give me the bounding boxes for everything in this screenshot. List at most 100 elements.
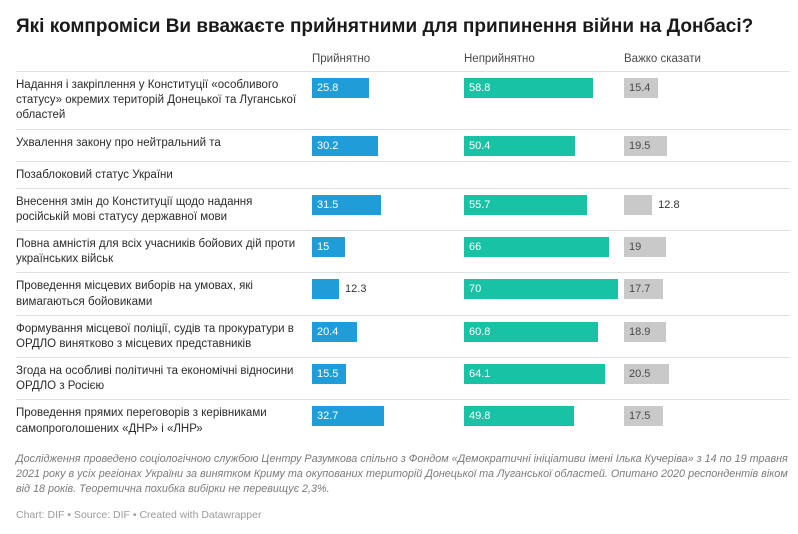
methodology-note: Дослідження проведено соціологічною служ… bbox=[16, 452, 788, 496]
row-label: Проведення місцевих виборів на умовах, я… bbox=[16, 280, 253, 308]
bar-unacceptable bbox=[464, 194, 587, 215]
bar-hard-to-say bbox=[624, 237, 666, 258]
bar-value: 30.2 bbox=[317, 139, 339, 152]
bar-cell-hard-to-say: 12.8 bbox=[624, 194, 790, 215]
bar-unacceptable bbox=[464, 406, 574, 427]
bar-acceptable bbox=[312, 279, 340, 300]
bar-value: 25.8 bbox=[317, 82, 339, 95]
bar-cell-unacceptable: 49.8 bbox=[464, 406, 624, 427]
table-row: Проведення місцевих виборів на умовах, я… bbox=[16, 272, 790, 314]
row-label: Формування місцевої поліції, судів та пр… bbox=[16, 322, 294, 350]
bar-value: 31.5 bbox=[317, 198, 339, 211]
bar-acceptable bbox=[312, 364, 347, 385]
bar-value: 20.4 bbox=[317, 325, 339, 338]
bar-cell-unacceptable: 64.1 bbox=[464, 364, 624, 385]
bar-hard-to-say bbox=[624, 78, 658, 99]
bar-acceptable bbox=[312, 321, 357, 342]
bar-cell-hard-to-say: 17.5 bbox=[624, 406, 790, 427]
bar-value: 17.7 bbox=[629, 283, 651, 296]
bar-value: 15.5 bbox=[317, 368, 339, 381]
bar-cell-hard-to-say: 19.5 bbox=[624, 135, 790, 156]
column-header-acceptable: Прийнятно bbox=[312, 53, 371, 66]
row-label: Ухвалення закону про нейтральний та bbox=[16, 136, 221, 149]
bar-unacceptable bbox=[464, 135, 575, 156]
bar-acceptable bbox=[312, 194, 382, 215]
bar-acceptable bbox=[312, 237, 345, 258]
bar-cell-acceptable: 15 bbox=[312, 237, 464, 258]
bar-value: 58.8 bbox=[469, 82, 491, 95]
column-header-unacceptable: Неприйнятно bbox=[464, 53, 535, 66]
header-spacer bbox=[16, 53, 312, 65]
bar-unacceptable bbox=[464, 279, 618, 300]
table-row: Повна амністія для всіх учасників бойови… bbox=[16, 230, 790, 272]
bar-cell-acceptable: 32.7 bbox=[312, 406, 464, 427]
row-label: Позаблоковий статус України bbox=[16, 168, 173, 181]
bar-hard-to-say bbox=[624, 135, 667, 156]
bar-hard-to-say bbox=[624, 194, 653, 215]
table-row: Надання і закріплення у Конституції «осо… bbox=[16, 71, 790, 129]
table-row: Згода на особливі політичні та економічн… bbox=[16, 357, 790, 399]
bar-unacceptable bbox=[464, 237, 610, 258]
row-label: Надання і закріплення у Конституції «осо… bbox=[16, 79, 297, 122]
table-row: Формування місцевої поліції, судів та пр… bbox=[16, 314, 790, 357]
bar-value: 60.8 bbox=[469, 325, 491, 338]
bar-cell-acceptable: 20.4 bbox=[312, 321, 464, 342]
bar-cell-acceptable: 31.5 bbox=[312, 194, 464, 215]
bar-value: 49.8 bbox=[469, 410, 491, 423]
bar-value: 17.5 bbox=[629, 410, 651, 423]
bar-unacceptable bbox=[464, 78, 594, 99]
bar-cell-acceptable: 25.8 bbox=[312, 78, 464, 99]
row-label: Згода на особливі політичні та економічн… bbox=[16, 365, 294, 393]
row-label: Повна амністія для всіх учасників бойови… bbox=[16, 238, 296, 266]
bar-value: 12.8 bbox=[658, 198, 680, 211]
bar-acceptable bbox=[312, 78, 369, 99]
bar-value: 15.4 bbox=[629, 82, 651, 95]
bar-value: 19 bbox=[629, 241, 642, 254]
bar-value: 70 bbox=[469, 283, 482, 296]
table-row: Позаблоковий статус України bbox=[16, 160, 790, 188]
table-row: Ухвалення закону про нейтральний та 30.2 5… bbox=[16, 128, 790, 161]
page-title: Які компроміси Ви вважаєте прийнятними д… bbox=[16, 16, 754, 37]
bar-cell-unacceptable: 70 bbox=[464, 279, 624, 300]
bar-cell-acceptable: 30.2 bbox=[312, 135, 464, 156]
bar-unacceptable bbox=[464, 321, 598, 342]
bar-cell-unacceptable: 50.4 bbox=[464, 135, 624, 156]
bar-acceptable bbox=[312, 406, 384, 427]
bar-hard-to-say bbox=[624, 406, 663, 427]
bar-cell-hard-to-say: 19 bbox=[624, 237, 790, 258]
bar-cell-acceptable: 12.3 bbox=[312, 279, 464, 300]
bar-cell-hard-to-say: 18.9 bbox=[624, 321, 790, 342]
bar-value: 64.1 bbox=[469, 368, 491, 381]
bar-value: 19.5 bbox=[629, 139, 651, 152]
bar-value: 15 bbox=[317, 241, 330, 254]
bar-hard-to-say bbox=[624, 279, 663, 300]
bar-value: 32.7 bbox=[317, 410, 339, 423]
table-row: Внесення змін до Конституції щодо наданн… bbox=[16, 187, 790, 230]
row-label: Внесення змін до Конституції щодо наданн… bbox=[16, 195, 253, 223]
column-headers: Прийнятно Неприйнятно Важко сказати bbox=[16, 53, 790, 71]
bar-value: 12.3 bbox=[345, 283, 367, 296]
bar-cell-hard-to-say: 20.5 bbox=[624, 364, 790, 385]
bar-hard-to-say bbox=[624, 321, 666, 342]
bar-unacceptable bbox=[464, 364, 606, 385]
bar-acceptable bbox=[312, 135, 379, 156]
bar-value: 66 bbox=[469, 241, 482, 254]
bar-cell-acceptable: 15.5 bbox=[312, 364, 464, 385]
bar-cell-unacceptable: 66 bbox=[464, 237, 624, 258]
bar-value: 50.4 bbox=[469, 139, 491, 152]
table-row: Проведення прямих переговорів з керівник… bbox=[16, 399, 790, 441]
column-header-hard-to-say: Важко сказати bbox=[624, 53, 701, 66]
bar-value: 18.9 bbox=[629, 325, 651, 338]
bar-cell-unacceptable: 55.7 bbox=[464, 194, 624, 215]
chart-rows: Надання і закріплення у Конституції «осо… bbox=[16, 71, 790, 442]
bar-value: 55.7 bbox=[469, 198, 491, 211]
bar-cell-unacceptable: 58.8 bbox=[464, 78, 624, 99]
bar-cell-unacceptable: 60.8 bbox=[464, 321, 624, 342]
chart-credits: Chart: DIF • Source: DIF • Created with … bbox=[16, 508, 262, 521]
bar-value: 20.5 bbox=[629, 368, 651, 381]
row-label: Проведення прямих переговорів з керівник… bbox=[16, 407, 267, 435]
bar-cell-hard-to-say: 15.4 bbox=[624, 78, 790, 99]
bar-cell-hard-to-say: 17.7 bbox=[624, 279, 790, 300]
bar-hard-to-say bbox=[624, 364, 670, 385]
